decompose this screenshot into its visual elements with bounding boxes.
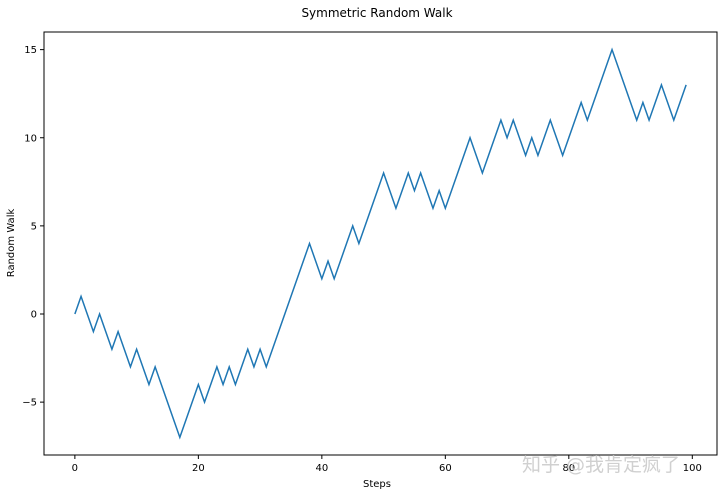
x-tick-label: 60 (439, 463, 452, 474)
x-tick-label: 0 (72, 463, 78, 474)
plot-area (74, 47, 687, 440)
x-axis-label: Steps (363, 479, 391, 490)
chart-title: Symmetric Random Walk (301, 6, 452, 20)
y-axis-label: Random Walk (6, 209, 17, 278)
x-tick-label: 80 (562, 463, 575, 474)
x-axis-ticks: 0 20 40 60 80 100 (72, 455, 702, 474)
y-tick-label: 5 (31, 221, 37, 232)
x-tick-label: 20 (192, 463, 205, 474)
y-tick-label: 0 (31, 310, 37, 321)
x-tick-label: 100 (683, 463, 702, 474)
watermark: 知乎 @我肯定疯了 (522, 454, 680, 476)
y-tick-label: 15 (24, 45, 37, 56)
series-line (74, 47, 687, 440)
y-tick-label: −5 (22, 398, 37, 409)
x-tick-label: 40 (315, 463, 328, 474)
axes-frame (43, 31, 718, 456)
y-tick-label: 10 (24, 133, 37, 144)
y-axis-ticks: −5 0 5 10 15 (22, 45, 44, 409)
